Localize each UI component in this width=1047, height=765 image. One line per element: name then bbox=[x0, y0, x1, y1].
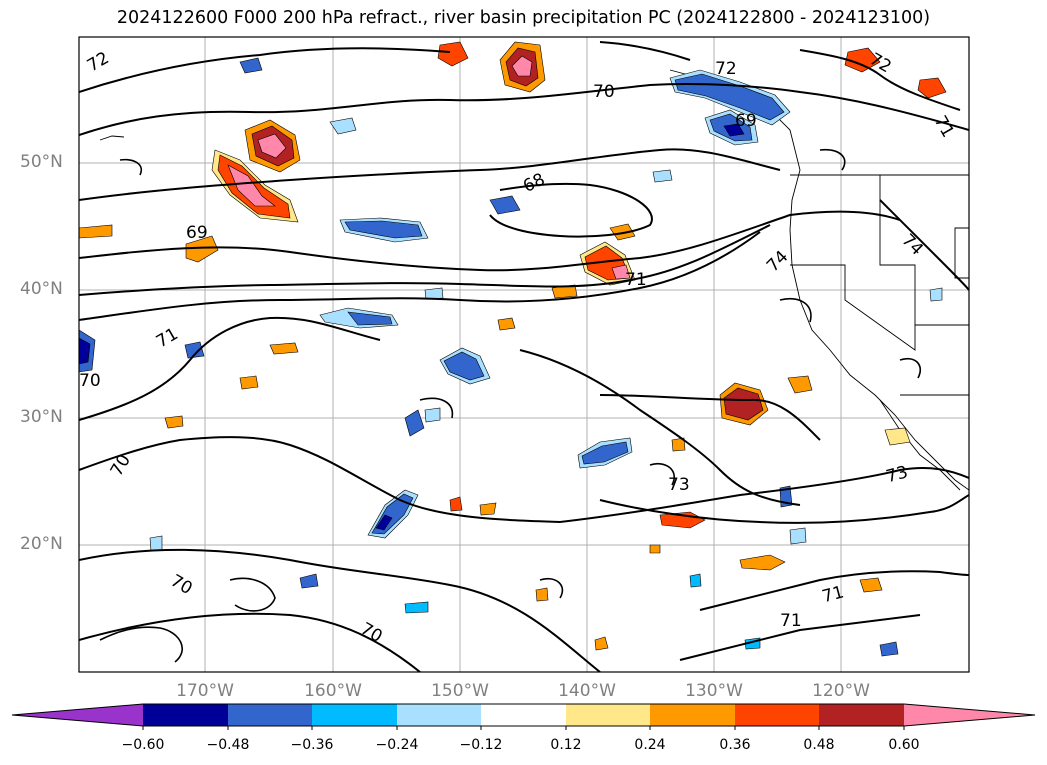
map-background bbox=[79, 37, 969, 672]
colorbar-extend-min bbox=[12, 704, 143, 726]
refractivity-contours-small bbox=[99, 148, 922, 663]
anomaly-blob bbox=[719, 382, 769, 426]
colorbar-outline bbox=[11, 703, 1036, 727]
lon-label: 160°W bbox=[304, 681, 362, 701]
lat-label: 50°N bbox=[20, 152, 63, 172]
colorbar-tick-label: −0.60 bbox=[121, 737, 165, 753]
refractivity-contours bbox=[79, 41, 969, 672]
lat-label: 40°N bbox=[20, 279, 63, 299]
contour-label: 73 bbox=[668, 475, 690, 495]
anomaly-blob bbox=[579, 241, 636, 286]
colorbar-tick-label: −0.24 bbox=[375, 737, 419, 753]
lat-label: 30°N bbox=[20, 407, 63, 427]
colorbar-segment bbox=[735, 704, 819, 726]
colorbar-segment bbox=[397, 704, 481, 726]
colorbar-tick-label: −0.36 bbox=[290, 737, 334, 753]
lon-label: 130°W bbox=[685, 681, 743, 701]
negative-anomalies bbox=[79, 57, 943, 657]
colorbar-segment bbox=[312, 704, 397, 726]
colorbar-segment bbox=[143, 704, 228, 726]
colorbar-segment bbox=[481, 704, 566, 726]
colorbar-tick-label: 0.12 bbox=[550, 737, 582, 753]
contour-label: 71 bbox=[780, 611, 802, 631]
contour-label: 71 bbox=[625, 270, 647, 290]
contour-label: 69 bbox=[735, 111, 757, 131]
colorbar-segment bbox=[566, 704, 650, 726]
anomaly-blob bbox=[339, 217, 429, 243]
lon-label: 150°W bbox=[431, 681, 489, 701]
anomaly-blob bbox=[79, 41, 947, 651]
lon-label: 170°W bbox=[176, 681, 234, 701]
contour-label: 72 bbox=[715, 59, 737, 79]
contour-label: 70 bbox=[593, 82, 615, 102]
colorbar-segment bbox=[228, 704, 312, 726]
colorbar-segment bbox=[650, 704, 735, 726]
contour-label: 69 bbox=[186, 223, 208, 243]
colorbar-tick-label: −0.12 bbox=[459, 737, 503, 753]
anomaly-blob bbox=[439, 347, 491, 385]
anomaly-blob bbox=[499, 41, 546, 93]
colorbar-tick-label: 0.36 bbox=[719, 737, 751, 753]
lat-label: 20°N bbox=[20, 534, 63, 554]
lon-label: 140°W bbox=[558, 681, 616, 701]
lon-label: 120°W bbox=[812, 681, 870, 701]
anomaly-blob bbox=[244, 119, 301, 173]
colorbar-segment bbox=[819, 704, 904, 726]
map-title: 2024122600 F000 200 hPa refract., river … bbox=[116, 8, 931, 28]
colorbar-tick-label: 0.24 bbox=[634, 737, 666, 753]
colorbar-tick-label: 0.48 bbox=[803, 737, 835, 753]
colorbar-tick-label: 0.60 bbox=[888, 737, 920, 753]
colorbar-extend-max bbox=[904, 704, 1035, 726]
map-plot: 72 72 72 70 68 69 69 71 71 71 70 70 70 7… bbox=[78, 36, 970, 673]
map-frame bbox=[78, 36, 970, 673]
anomaly-blob bbox=[577, 437, 633, 469]
positive-anomalies bbox=[79, 41, 947, 651]
contour-label: 70 bbox=[79, 371, 101, 391]
colorbar-tick-label: −0.48 bbox=[206, 737, 250, 753]
anomaly-blob bbox=[211, 149, 299, 223]
colorbar-segments bbox=[11, 703, 1036, 730]
